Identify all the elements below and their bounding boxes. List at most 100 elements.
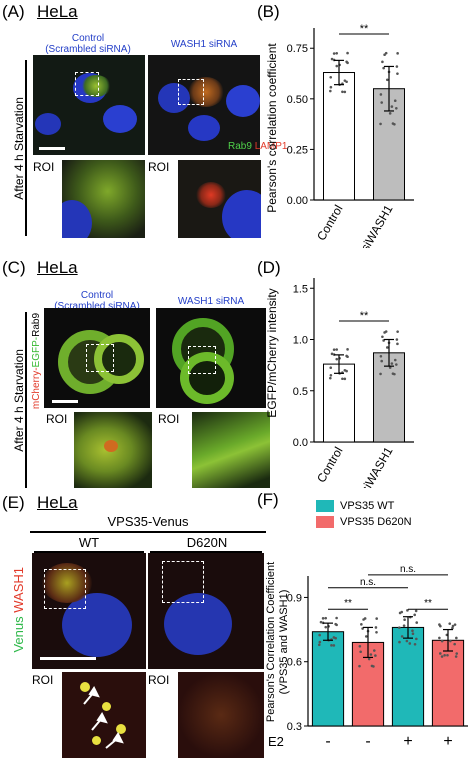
data-point bbox=[375, 631, 378, 634]
x-row-label: E2 bbox=[268, 734, 284, 749]
nucleus bbox=[62, 593, 132, 657]
data-point bbox=[335, 616, 338, 620]
panel-c-micrograph-wash1 bbox=[156, 308, 266, 408]
chart-d: EGFP/mCherry intensity 0.0 0.5 1.0 1.5 Contr… bbox=[265, 278, 414, 488]
green-signal bbox=[81, 75, 111, 97]
panel-a-label: (A) bbox=[2, 2, 25, 21]
data-point bbox=[385, 78, 389, 82]
panel-c-label: (C) bbox=[2, 258, 26, 277]
panel-f-legend: VPS35 WT VPS35 D620N bbox=[316, 500, 412, 528]
panel-a-condition-left-line2: (Scrambled siRNA) bbox=[45, 44, 131, 55]
data-point bbox=[318, 640, 322, 644]
x-tick-label: + bbox=[443, 733, 452, 750]
panel-c-condition-left-line1: Control bbox=[80, 290, 114, 301]
significance-label: ** bbox=[360, 310, 369, 322]
panel-e-wt-rule bbox=[34, 551, 144, 553]
data-point bbox=[374, 626, 378, 629]
data-point bbox=[440, 639, 444, 643]
data-point bbox=[400, 610, 404, 614]
panel-e-label: (E) bbox=[2, 493, 25, 512]
data-point bbox=[343, 79, 347, 82]
data-point bbox=[438, 636, 441, 640]
roi-box bbox=[86, 344, 114, 372]
panel-c-cell-line: HeLa bbox=[37, 258, 78, 277]
nucleus bbox=[164, 593, 232, 655]
y-tick-label: 0.5 bbox=[293, 386, 308, 398]
stain-green: Rab9 bbox=[228, 141, 252, 152]
panel-c-condition-left-line2: (Scrambled siRNA) bbox=[54, 301, 140, 312]
data-point bbox=[379, 93, 383, 96]
data-point bbox=[396, 342, 399, 346]
data-point bbox=[358, 664, 361, 668]
panel-e-roi-wt bbox=[62, 672, 146, 758]
significance-label: n.s. bbox=[400, 564, 416, 575]
legend-swatch-d620n bbox=[316, 516, 334, 528]
legend-label-wt: VPS35 WT bbox=[340, 500, 395, 512]
data-point bbox=[360, 623, 363, 626]
panel-a-condition-left: Control (Scrambled siRNA) bbox=[32, 33, 144, 55]
data-point bbox=[455, 652, 459, 655]
data-point bbox=[379, 372, 382, 376]
panel-a-roi-label-left: ROI bbox=[33, 160, 55, 174]
data-point bbox=[345, 60, 348, 64]
data-point bbox=[408, 642, 412, 645]
yellow-puncta bbox=[92, 736, 101, 745]
data-point bbox=[393, 372, 396, 376]
data-point bbox=[393, 123, 396, 126]
bar bbox=[323, 363, 355, 443]
panel-e-roi-label-left: ROI bbox=[32, 673, 54, 687]
x-tick-label: - bbox=[365, 733, 370, 750]
data-point bbox=[330, 57, 334, 61]
data-point bbox=[413, 643, 417, 646]
data-point bbox=[411, 629, 414, 633]
data-point bbox=[329, 376, 332, 380]
roi-box bbox=[75, 72, 99, 96]
panel-c-roi-control bbox=[74, 412, 152, 488]
data-point bbox=[403, 618, 406, 622]
nucleus bbox=[226, 85, 260, 117]
panel-a-roi-label-right: ROI bbox=[148, 160, 170, 174]
data-point bbox=[381, 60, 384, 64]
data-point bbox=[396, 330, 399, 333]
data-point bbox=[449, 639, 452, 643]
data-point bbox=[454, 655, 458, 658]
panel-a-micrograph-wash1 bbox=[148, 55, 260, 155]
chart-d-ylabel: EGFP/mCherry intensity bbox=[265, 288, 279, 417]
panel-c-side-label-wrap: After 4 h Starvation bbox=[12, 314, 26, 486]
data-point bbox=[382, 66, 385, 70]
data-point bbox=[375, 617, 378, 620]
panel-c-roi-label-left: ROI bbox=[46, 412, 68, 426]
data-point bbox=[324, 625, 328, 629]
data-point bbox=[335, 64, 339, 68]
chart-b-ylabel: Pearson's correlation coefficient bbox=[265, 43, 279, 213]
data-point bbox=[332, 348, 336, 351]
data-point bbox=[390, 105, 394, 108]
nucleus bbox=[158, 83, 190, 113]
data-point bbox=[388, 366, 392, 369]
data-point bbox=[329, 366, 333, 370]
nucleus bbox=[62, 200, 92, 238]
data-point bbox=[413, 613, 416, 617]
panel-c-condition-right: WASH1 siRNA bbox=[177, 296, 245, 307]
data-point bbox=[384, 51, 388, 55]
data-point bbox=[400, 635, 404, 638]
panel-c-stain-legend: mCherry-EGFP-Rab9 bbox=[29, 306, 43, 416]
bar bbox=[323, 72, 355, 201]
panel-a-side-rule bbox=[25, 60, 27, 236]
panel-a-roi-wash1 bbox=[178, 160, 261, 238]
data-point bbox=[446, 653, 449, 657]
panel-c-micrograph-control bbox=[44, 308, 150, 408]
y-tick-label: 0.25 bbox=[287, 144, 308, 156]
data-point bbox=[335, 348, 339, 351]
panel-e-stain-legend: Venus WASH1 bbox=[10, 555, 26, 665]
data-point bbox=[346, 348, 349, 351]
panel-e-micrograph-d620n bbox=[148, 553, 264, 669]
significance-label: ** bbox=[344, 598, 352, 609]
significance-label: ** bbox=[424, 598, 432, 609]
data-point bbox=[318, 633, 321, 637]
stain-red: LAMP1 bbox=[254, 141, 288, 152]
data-point bbox=[329, 89, 332, 93]
nucleus bbox=[103, 105, 137, 133]
data-point bbox=[329, 85, 333, 89]
data-point bbox=[380, 101, 384, 104]
